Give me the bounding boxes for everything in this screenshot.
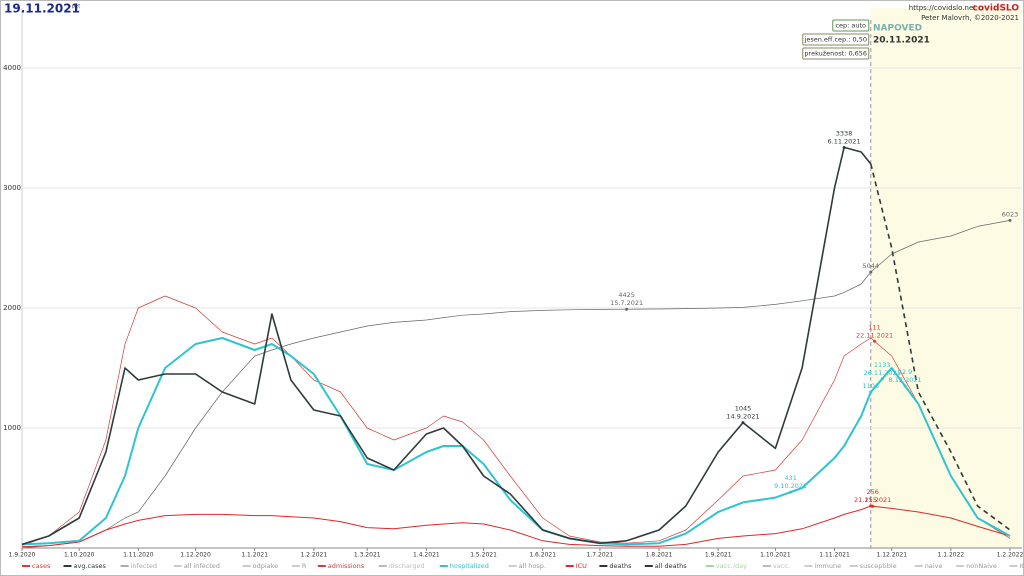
legend: cases avg.cases infected all infected odpiak…: [22, 562, 1024, 570]
annotation-point: [869, 390, 873, 394]
series-line: [870, 163, 1011, 531]
x-tick-label: 1.11.2020: [123, 552, 154, 559]
annotation-text: 14.9.2021: [726, 413, 759, 421]
legend-label: vacc./day: [716, 562, 747, 570]
annotation-text: 9.10.2021: [774, 482, 807, 490]
legend-label: all infected: [184, 562, 220, 570]
legend-label: vacc.: [773, 562, 790, 570]
forecast-title: NAPOVED: [873, 24, 922, 34]
annotation-text: 255: [865, 496, 877, 504]
annotation-text: 15.7.2021: [610, 299, 643, 307]
annotation-point: [625, 307, 629, 311]
forecast-region: [870, 8, 1022, 548]
y-tick-label: 3000: [3, 184, 21, 192]
annotation-text: 111: [868, 323, 880, 331]
x-tick-label: 1.10.2021: [760, 552, 791, 559]
grid: 1000 2000 3000 4000 1.9.2020 1.10.2020 1.11.20…: [3, 64, 1023, 559]
chart-title: 19.11.2021: [4, 2, 80, 16]
legend-label: all deaths: [655, 562, 687, 570]
info-text: prekuženost: 0,656: [804, 50, 867, 58]
legend-label: naive: [925, 562, 943, 570]
x-tick-label: 1.9.2020: [9, 552, 36, 559]
forecast-date: 20.11.2021: [873, 36, 930, 46]
annotation-point: [842, 145, 846, 149]
title-note: pet: [72, 4, 80, 10]
annotation-text: 3338: [836, 129, 853, 137]
info-text: jesen.eff.cep.: 0,50: [804, 36, 867, 44]
annotation-text: 6.11.2021: [828, 137, 861, 145]
annotation-point: [873, 339, 877, 343]
legend-label: odpiake: [253, 562, 279, 570]
annotation-text: 8.12.2021: [889, 376, 922, 384]
annotation-point: [903, 384, 907, 388]
info-box: [802, 47, 870, 60]
x-tick-label: 1.2.2021: [300, 552, 327, 559]
y-tick-label: 1000: [3, 424, 21, 432]
legend-label: susceptible: [860, 562, 897, 570]
x-tick-label: 1.4.2021: [413, 552, 440, 559]
annotation-point: [869, 504, 873, 508]
annotation-text: 431: [784, 474, 796, 482]
legend-label: cases: [32, 562, 51, 570]
x-tick-label: 1.12.2021: [876, 552, 907, 559]
legend-label: immune: [814, 562, 841, 570]
annotation-text: 1045: [735, 405, 752, 413]
legend-label: all hosp.: [519, 562, 546, 570]
annotation-text: 1106: [862, 382, 879, 390]
legend-label: avg.cases: [74, 562, 107, 570]
plot-background: [21, 8, 1022, 549]
series-line: [21, 295, 1011, 546]
legend-label: ICU in: [1019, 562, 1024, 570]
legend-label: R: [302, 562, 307, 570]
legend-label: admissions: [328, 562, 365, 570]
info-box: [832, 19, 870, 32]
info-text: cep: auto: [835, 22, 866, 30]
annotation-text: 4425: [618, 291, 635, 299]
annotation-text: 22.11.2021: [856, 331, 893, 339]
x-tick-label: 1.10.2020: [64, 552, 95, 559]
annotation-point: [880, 377, 884, 381]
x-tick-label: 1.2.2022: [997, 552, 1024, 559]
x-tick-label: 1.8.2021: [646, 552, 673, 559]
legend-label: infected: [131, 562, 157, 570]
legend-label: deaths: [609, 562, 632, 570]
x-tick-label: 1.6.2021: [529, 552, 556, 559]
legend-label: hospitalized: [450, 562, 489, 570]
legend-label: nonNaive: [966, 562, 997, 570]
x-tick-label: 1.3.2021: [354, 552, 381, 559]
author: Peter Malovrh, ©2020-2021: [921, 14, 1019, 22]
y-tick-label: 4000: [3, 64, 21, 72]
series-line: [21, 337, 1011, 546]
annotation-point: [741, 421, 745, 425]
x-tick-label: 1.9.2021: [705, 552, 732, 559]
annotation-point: [1008, 218, 1012, 222]
series-line: [21, 146, 872, 546]
x-tick-label: 1.1.2021: [241, 552, 268, 559]
annotation-point: [869, 270, 873, 274]
annotation-point: [789, 490, 793, 494]
series-line: [21, 220, 1011, 549]
x-tick-label: 1.5.2021: [470, 552, 497, 559]
legend-label: discharged: [389, 562, 425, 570]
y-tick-label: 2000: [3, 304, 21, 312]
x-tick-label: 1.7.2021: [587, 552, 614, 559]
annotation-text: 21.11.2021: [854, 496, 891, 504]
annotation-text: 256: [866, 488, 878, 496]
x-tick-label: 1.12.2020: [180, 552, 211, 559]
annotation-text: 26.11.2021: [864, 369, 901, 377]
legend-label: ICU: [576, 562, 587, 570]
x-tick-label: 1.11.2021: [819, 552, 850, 559]
info-box: [802, 33, 870, 46]
annotation-text: 5044: [862, 262, 879, 270]
annotation-text: 1133: [874, 361, 891, 369]
series-line: [21, 505, 1011, 548]
annotation-text: 22.9: [898, 368, 912, 376]
site: https://covidslo.net: [909, 4, 976, 12]
annotation-text: 6023: [1002, 210, 1019, 218]
series: [21, 146, 1011, 549]
brand: covidSLO: [973, 4, 1020, 14]
x-tick-label: 1.1.2022: [938, 552, 965, 559]
